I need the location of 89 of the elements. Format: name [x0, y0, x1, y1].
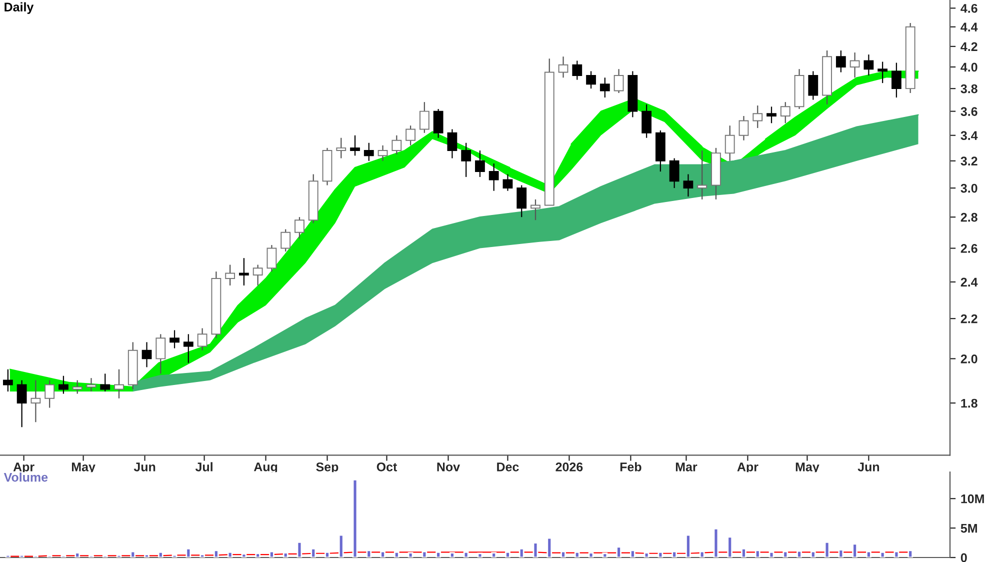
y-tick-label: 10M: [961, 494, 984, 504]
x-tick-label: Nov: [437, 462, 460, 472]
x-tick-label: Dec: [497, 462, 519, 472]
candlestick: [892, 62, 902, 98]
candlestick: [142, 342, 152, 368]
y-tick-label: 4.2: [960, 42, 978, 51]
y-tick-label: 3.6: [960, 107, 978, 116]
candlestick: [475, 150, 485, 178]
x-tick-label: Oct: [376, 462, 398, 472]
candlestick: [572, 60, 582, 80]
candlestick: [516, 184, 527, 218]
candlestick: [280, 228, 291, 252]
y-tick-label: 5M: [960, 524, 977, 533]
y-tick-label: 4.0: [960, 62, 978, 72]
candlestick: [225, 264, 236, 286]
candlestick: [766, 106, 776, 124]
candlestick: [488, 162, 499, 192]
x-tick-label: Sep: [316, 462, 338, 474]
y-tick-label: 0: [960, 553, 967, 562]
candlestick: [30, 380, 41, 423]
chart-title: Daily: [4, 2, 34, 14]
candlestick: [183, 334, 194, 364]
candlestick: [738, 115, 749, 141]
candlestick: [808, 70, 818, 100]
candlestick: [683, 174, 694, 198]
y-tick-label: 3.2: [960, 156, 978, 166]
x-tick-label: 2026: [556, 462, 583, 472]
candlestick: [586, 70, 596, 90]
candlestick: [461, 142, 472, 178]
candlestick: [72, 380, 82, 394]
candlestick: [197, 328, 208, 351]
y-tick-label: 3.4: [960, 131, 978, 140]
x-tick-label: May: [796, 462, 820, 474]
candlestick: [614, 68, 624, 94]
x-tick-label: Jun: [134, 462, 156, 472]
candlestick: [100, 373, 110, 392]
x-tick-label: Mar: [676, 462, 698, 472]
y-tick-label: 3.8: [960, 84, 978, 94]
candlestick: [266, 244, 277, 272]
y-tick-label: 2.0: [960, 354, 978, 364]
candlestick: [114, 368, 124, 399]
y-tick-label: 1.8: [961, 398, 978, 408]
candlestick: [558, 56, 568, 78]
x-tick-label: Jun: [858, 462, 880, 472]
y-tick-label: 2.4: [960, 278, 978, 286]
candlestick: [156, 334, 166, 374]
candlestick: [252, 264, 263, 286]
y-tick-label: 4.4: [960, 22, 978, 32]
candlestick: [780, 102, 790, 124]
candlestick: [600, 77, 610, 98]
y-tick-label: 2.6: [960, 244, 978, 253]
candlestick: [44, 380, 55, 408]
candlestick: [336, 137, 346, 159]
candlestick: [294, 216, 304, 240]
y-tick-label: 3.0: [960, 184, 978, 193]
candlestick: [447, 128, 458, 159]
candlestick: [836, 50, 846, 73]
candlestick: [86, 377, 96, 392]
x-tick-label: Apr: [737, 462, 758, 474]
candlestick: [2, 368, 13, 392]
candlestick: [669, 158, 680, 189]
candlestick: [392, 134, 402, 155]
chart-title: Volume: [4, 472, 48, 482]
candlestick: [58, 375, 68, 394]
candlestick: [406, 125, 416, 146]
x-tick-label: Apr: [13, 462, 34, 474]
candlestick: [530, 198, 540, 221]
y-tick-label: 4.6: [960, 4, 978, 13]
candlestick: [864, 54, 874, 76]
candlestick: [878, 61, 888, 84]
x-tick-label: Feb: [620, 462, 642, 472]
candlestick: [16, 380, 27, 428]
candlestick: [724, 125, 735, 162]
candlestick: [697, 150, 708, 200]
candlestick: [364, 142, 374, 162]
y-tick-label: 2.2: [960, 314, 978, 324]
y-tick-label: 2.8: [960, 212, 978, 222]
candlestick: [170, 330, 180, 349]
candlestick: [752, 104, 763, 129]
x-tick-label: Jul: [195, 462, 212, 472]
candlestick: [239, 258, 249, 286]
candlestick: [433, 108, 444, 138]
candlestick: [850, 52, 860, 78]
x-tick-label: May: [72, 462, 96, 474]
candlestick: [642, 104, 652, 138]
candlestick: [502, 174, 513, 192]
candlestick: [378, 144, 388, 162]
candlestick: [419, 102, 430, 134]
candlestick: [350, 134, 360, 156]
